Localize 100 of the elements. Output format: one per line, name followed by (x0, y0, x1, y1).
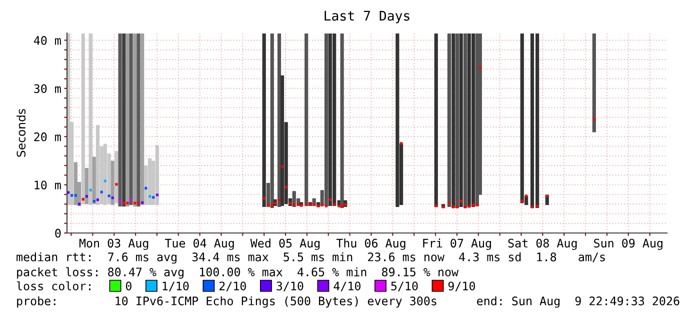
bar (84, 168, 88, 204)
bar (324, 33, 328, 206)
point (144, 186, 148, 190)
bar (155, 145, 160, 206)
point (134, 202, 136, 204)
bar (118, 33, 122, 206)
bar (110, 160, 114, 206)
point (266, 204, 270, 206)
bar (396, 33, 400, 207)
legend-label: 4/10 (334, 282, 360, 292)
bar (455, 33, 460, 208)
point (468, 205, 470, 208)
y-tick-label: 30 m (34, 84, 61, 94)
bar (114, 151, 118, 204)
x-tick-label: Sat 08 Aug (508, 238, 577, 250)
point (530, 206, 534, 208)
point (104, 180, 106, 182)
point (96, 198, 100, 202)
x-tick-label: Sun 09 Aug (594, 238, 662, 250)
point (130, 198, 132, 202)
point (340, 204, 344, 208)
point (137, 202, 140, 204)
y-tick-label: 20 m (34, 132, 61, 142)
bar (447, 33, 451, 207)
bar (122, 33, 126, 206)
point (262, 197, 266, 200)
bar (472, 33, 476, 207)
bar (129, 33, 133, 206)
legend-label: 9/10 (448, 282, 476, 292)
point (126, 202, 129, 204)
point (452, 206, 455, 208)
point (70, 194, 74, 197)
point (305, 203, 308, 206)
bar (262, 33, 266, 207)
bar (136, 33, 140, 206)
bar (467, 33, 471, 207)
point (460, 200, 462, 202)
bar (434, 33, 438, 207)
bar (126, 33, 130, 206)
bar (452, 33, 456, 208)
x-tick-label: Tue 04 Aug (164, 238, 234, 250)
x-tick-label: Thu 06 Aug (336, 238, 406, 250)
point (520, 200, 524, 202)
point (82, 198, 84, 201)
legend-label: 3/10 (276, 282, 304, 292)
point (328, 198, 332, 202)
point (89, 188, 92, 192)
y-tick-label: 0 (55, 228, 61, 238)
point (284, 186, 288, 189)
bar (96, 125, 100, 206)
point (280, 165, 284, 168)
bar (459, 33, 463, 207)
bar (328, 33, 332, 206)
point (333, 203, 336, 206)
point (592, 118, 596, 121)
point (92, 200, 96, 202)
point (400, 142, 403, 145)
point (464, 206, 467, 208)
point (156, 194, 159, 196)
bar (340, 33, 344, 208)
point (297, 203, 300, 206)
point (108, 194, 110, 198)
legend-label: 0 (126, 282, 132, 290)
point (270, 204, 274, 206)
bar (81, 33, 85, 204)
point (472, 204, 475, 206)
x-tick-label: Fri 07 Aug (423, 238, 491, 250)
point (478, 66, 482, 69)
chart-title: Last 7 Days (324, 10, 410, 24)
text: probe: 10 IPv6-ICMP Echo Pings (500 Bytes) every 300s (17, 296, 436, 308)
point (78, 202, 81, 206)
point (278, 198, 281, 202)
point (118, 200, 122, 202)
point (546, 194, 548, 198)
point (67, 191, 70, 194)
point (115, 183, 118, 186)
bar (140, 33, 144, 206)
bar (270, 33, 274, 208)
point (100, 190, 103, 194)
bar (148, 158, 152, 206)
bar (332, 33, 336, 206)
bar (592, 33, 596, 132)
bar (67, 33, 70, 206)
bar (103, 144, 107, 206)
legend-label: 2/10 (219, 282, 246, 292)
point (85, 195, 88, 198)
point (524, 194, 528, 198)
legend-label: 5/10 (391, 282, 418, 292)
bar (74, 162, 78, 206)
text: end: Sun Aug 9 22:49:33 2026 (477, 296, 680, 308)
bar (304, 33, 308, 206)
legend-label: 1/10 (162, 282, 189, 292)
bar (92, 156, 96, 204)
bar (463, 33, 468, 208)
x-tick-label: Wed 05 Aug (250, 238, 320, 250)
y-tick-label: 40 m (34, 36, 61, 45)
bar (520, 33, 524, 204)
bar (280, 75, 284, 206)
point (536, 204, 539, 208)
point (141, 201, 144, 204)
